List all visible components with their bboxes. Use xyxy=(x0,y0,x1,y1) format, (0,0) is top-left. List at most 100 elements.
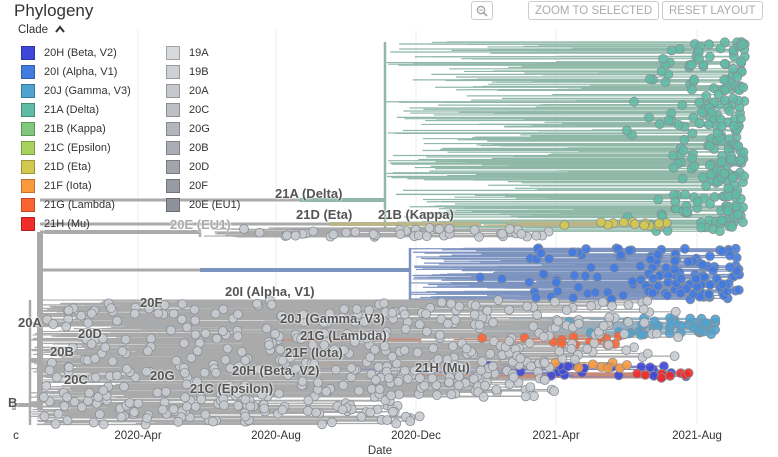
tip xyxy=(604,312,615,323)
clade-label-21c: 21C (Epsilon) xyxy=(190,381,274,396)
tip xyxy=(290,230,301,241)
legend-label: 21G (Lambda) xyxy=(44,198,115,211)
tip xyxy=(67,342,78,353)
tip xyxy=(493,295,504,306)
legend-item[interactable]: 20C xyxy=(166,100,240,119)
tip xyxy=(129,308,140,319)
tip xyxy=(624,245,635,256)
tip xyxy=(446,298,456,309)
tip xyxy=(44,365,55,376)
tip xyxy=(86,308,97,319)
tip xyxy=(86,339,97,349)
tip xyxy=(296,333,307,344)
tip xyxy=(259,403,270,414)
legend-item[interactable]: 19B xyxy=(166,62,240,81)
tip xyxy=(144,303,155,314)
legend-item[interactable]: 20G xyxy=(166,119,240,138)
tip xyxy=(738,82,749,93)
tip xyxy=(414,411,425,422)
legend-item[interactable]: 20D xyxy=(166,157,240,176)
tip xyxy=(308,226,319,237)
tip xyxy=(199,367,210,378)
tip xyxy=(685,313,696,324)
tip xyxy=(240,380,251,391)
tip xyxy=(728,121,739,131)
zoom-out-button[interactable] xyxy=(471,1,493,20)
tip xyxy=(694,53,704,64)
tip xyxy=(656,66,667,77)
legend-item[interactable]: 21G (Lambda) xyxy=(21,195,131,214)
tip xyxy=(220,354,231,365)
tip xyxy=(62,415,73,426)
tip xyxy=(190,329,201,340)
legend-label: 20A xyxy=(189,84,209,97)
tip xyxy=(726,154,736,165)
tip xyxy=(168,404,179,415)
tip xyxy=(487,361,498,372)
tip xyxy=(56,347,67,358)
legend-swatch xyxy=(166,159,180,174)
tip xyxy=(157,404,168,415)
legend-swatch xyxy=(166,83,180,98)
tip xyxy=(629,96,639,107)
tip xyxy=(234,361,245,372)
tip xyxy=(275,365,286,376)
tip xyxy=(717,279,728,290)
legend-item[interactable]: 20A xyxy=(166,81,240,100)
legend-item[interactable]: 21D (Eta) xyxy=(21,157,131,176)
legend-swatch xyxy=(21,64,35,79)
tip xyxy=(642,295,653,306)
tip xyxy=(124,397,135,408)
tip xyxy=(687,84,697,95)
tip xyxy=(233,309,243,320)
tip xyxy=(622,125,632,136)
legend-item[interactable]: 20J (Gamma, V3) xyxy=(21,81,131,100)
tip xyxy=(379,341,390,352)
legend-toggle[interactable]: Clade xyxy=(18,24,66,36)
tip xyxy=(717,246,728,257)
legend-item[interactable]: 20I (Alpha, V1) xyxy=(21,62,131,81)
tip xyxy=(656,372,667,383)
tip xyxy=(83,318,93,328)
reset-layout-button[interactable]: RESET LAYOUT xyxy=(662,1,763,20)
tip xyxy=(444,377,455,388)
tip xyxy=(186,352,197,363)
tip xyxy=(364,305,375,316)
tip xyxy=(208,416,218,427)
tip xyxy=(395,229,406,240)
tip xyxy=(277,355,288,366)
tip xyxy=(69,396,80,407)
tip xyxy=(709,192,720,202)
tip xyxy=(98,419,109,430)
tip xyxy=(566,343,577,354)
tip xyxy=(176,314,187,325)
legend-item[interactable]: 19A xyxy=(166,43,240,62)
legend-item[interactable]: 21A (Delta) xyxy=(21,100,131,119)
legend-item[interactable]: 20B xyxy=(166,138,240,157)
tip xyxy=(654,119,665,130)
tip xyxy=(688,322,699,333)
legend-item[interactable]: 21F (Iota) xyxy=(21,176,131,195)
tip xyxy=(222,343,233,354)
legend-item[interactable]: 21B (Kappa) xyxy=(21,119,131,138)
clade-label-20e: 20E (EU1) xyxy=(170,217,231,232)
legend-title: Clade xyxy=(18,24,49,36)
tip xyxy=(182,322,193,333)
legend-item[interactable]: 21C (Epsilon) xyxy=(21,138,131,157)
tip xyxy=(728,63,738,74)
legend-item[interactable]: 20F xyxy=(166,176,240,195)
tip xyxy=(291,363,301,374)
legend-item[interactable]: 20H (Beta, V2) xyxy=(21,43,131,62)
tip xyxy=(77,402,87,413)
legend-item[interactable]: 21H (Mu) xyxy=(21,214,131,233)
tip xyxy=(699,272,710,283)
tip xyxy=(379,298,389,309)
tip xyxy=(61,321,72,332)
tip xyxy=(121,363,132,374)
tip xyxy=(41,380,52,391)
tip xyxy=(321,386,332,397)
zoom-to-selected-button[interactable]: ZOOM TO SELECTED xyxy=(528,1,660,20)
tip xyxy=(640,369,651,380)
legend-item[interactable]: 20E (EU1) xyxy=(166,195,240,214)
